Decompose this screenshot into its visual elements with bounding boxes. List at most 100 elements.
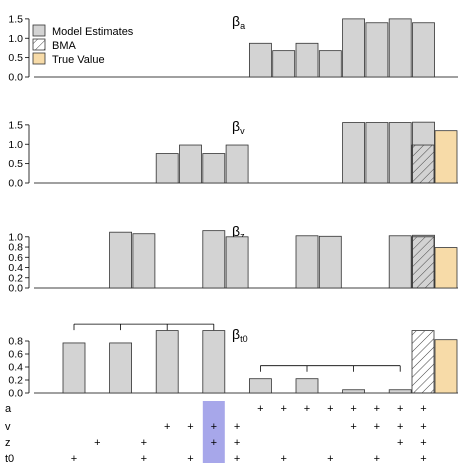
design-plus: + [374,403,380,415]
y-tick-label: 0.5 [8,52,23,64]
bar-model-3 [109,342,132,394]
design-plus: + [327,453,333,465]
design-plus: + [280,403,286,415]
panel-title-t0: βt0 [232,326,248,344]
row-label-a: a [5,403,12,415]
row-label-t0: t0 [5,453,14,465]
bar-true-value [434,130,458,184]
row-label-v: v [5,421,11,433]
y-tick-label: 0.0 [8,388,23,400]
y-tick-label: 0.6 [8,349,23,361]
y-tick-label: 0.0 [8,178,23,190]
design-plus: + [234,453,240,465]
design-plus: + [327,403,333,415]
y-tick-label: 1.0 [8,33,23,45]
design-plus: + [164,421,170,433]
bar-model-12 [318,235,342,289]
design-plus: + [211,437,217,449]
bar-model-11 [295,42,319,78]
panel-title-v: βv [232,118,245,136]
legend-swatch-model [32,24,46,37]
bar-model-11 [295,235,319,289]
design-plus: + [141,453,147,465]
y-tick-label: 1.0 [8,231,23,243]
y-tick-label: 0.5 [8,158,23,170]
bar-true-value [434,247,458,289]
bar-model-6 [179,144,202,184]
bar-model-15 [388,122,412,184]
row-label-z: z [5,437,11,449]
design-plus: + [420,421,426,433]
bar-model-7 [202,153,226,184]
bar-model-5 [155,153,179,184]
y-tick-label: 0.0 [8,72,23,84]
bar-bma [411,144,435,184]
bar-model-15 [388,18,412,78]
y-tick-label: 1.5 [8,13,23,25]
bar-model-9 [248,42,272,78]
bar-model-13 [342,389,366,394]
design-plus: + [280,453,286,465]
bar-model-10 [272,50,296,78]
bar-bma [411,330,435,394]
panel-title-a: βa [232,13,245,31]
design-plus: + [420,403,426,415]
design-plus: + [234,437,240,449]
design-plus: + [397,437,403,449]
design-plus: + [374,421,380,433]
design-plus: + [187,421,193,433]
y-tick-label: 0.4 [8,362,23,374]
model-design-matrix: avz t0 + + + + + + + + + + + + + + + + + + + + + + + + + + + + + + [5,401,427,465]
design-plus: + [420,437,426,449]
panel-beta-a: βa 0.0 0.5 1.0 1.5 [8,13,458,84]
bar-model-4 [132,233,156,289]
bar-model-8 [225,236,249,289]
bar-model-3 [109,231,132,289]
design-plus: + [397,403,403,415]
y-tick-label: 0.8 [8,336,23,348]
design-plus: + [374,453,380,465]
design-plus: + [94,437,100,449]
design-plus: + [141,437,147,449]
legend-label-bma: BMA [52,40,77,52]
legend-label-model: Model Estimates [52,26,134,38]
legend-label-true: True Value [52,54,105,66]
design-plus: + [350,403,356,415]
y-tick-label: 0.2 [8,272,23,284]
highlight-model-7 [202,401,225,463]
bar-model-11 [295,378,319,394]
design-plus: + [187,453,193,465]
bar-model-7 [202,230,226,289]
y-tick-label: 0.8 [8,242,23,254]
legend-swatch-bma [32,38,46,51]
y-tick-label: 1.5 [8,119,23,131]
bar-model-13 [342,122,366,184]
design-plus: + [257,403,263,415]
bar-model-14 [365,122,389,184]
y-tick-label: 1.0 [8,139,23,151]
design-plus: + [397,421,403,433]
design-plus: + [234,421,240,433]
y-tick-label: 0.6 [8,252,23,264]
bar-model-5 [155,330,179,394]
legend: Model Estimates BMA True Value [32,24,134,66]
design-plus: + [350,421,356,433]
y-tick-label: 0.4 [8,262,23,274]
bracket-1 [73,323,215,331]
panel-beta-z: βz0.00.20.40.60.81.0 [8,223,458,295]
bar-model-9 [248,378,272,394]
y-tick-label: 0.0 [8,283,23,295]
chart-panels: βa 0.0 0.5 1.0 1.5 βv 0.0 0.5 1.0 1.5 βz0.00.20.40… [8,13,458,400]
design-plus: + [71,453,77,465]
design-plus: + [420,453,426,465]
design-plus: + [304,403,310,415]
bracket-2 [259,365,401,372]
bar-bma [411,236,435,289]
bar-true-value [434,339,458,394]
y-tick-label: 0.2 [8,375,23,387]
bar-model-16 [412,22,435,78]
legend-swatch-true [32,52,46,65]
bar-model-15 [388,389,412,394]
bar-model-15 [388,235,412,289]
